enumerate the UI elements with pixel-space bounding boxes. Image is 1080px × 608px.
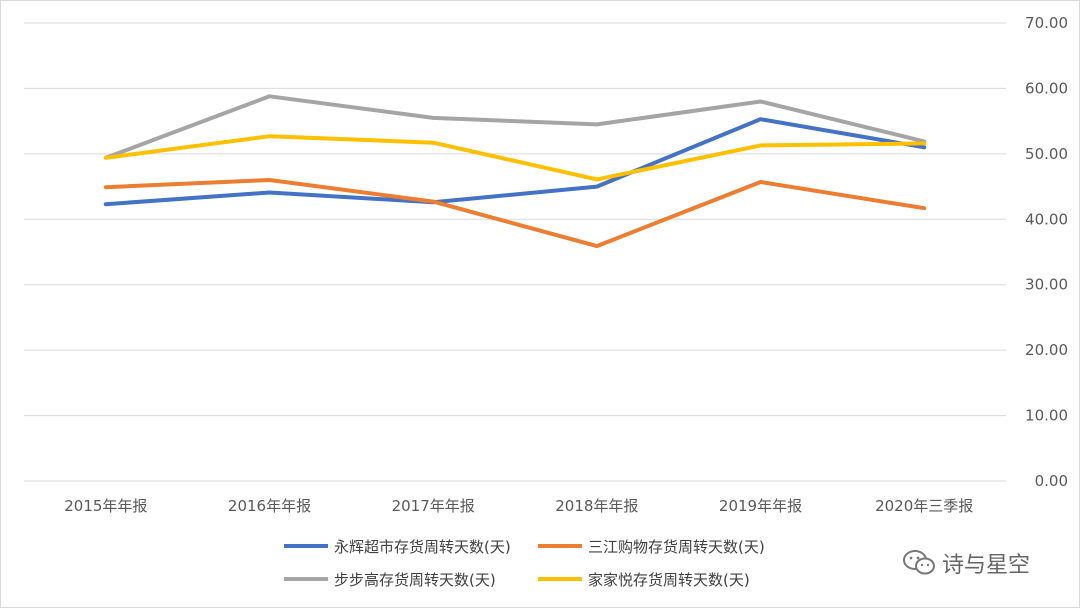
watermark: 诗与星空 (902, 548, 1030, 578)
watermark-text: 诗与星空 (942, 553, 1031, 578)
series-line-3 (103, 94, 927, 160)
x-tick-label: 2015年年报 (64, 497, 147, 515)
series-line-1 (103, 117, 927, 207)
y-tick-label: 70.00 (1025, 14, 1068, 32)
x-tick-label: 2019年年报 (719, 497, 802, 515)
series-lines (103, 94, 927, 249)
x-tick-label: 2018年年报 (555, 497, 638, 515)
gridlines (24, 22, 1006, 482)
legend-label: 永辉超市存货周转天数(天) (334, 538, 511, 556)
y-tick-label: 60.00 (1025, 79, 1068, 97)
x-axis-ticks: 2015年年报 2016年年报 2017年年报 2018年年报 2019年年报 2020年… (64, 497, 973, 515)
series-line-2 (103, 178, 927, 249)
x-tick-label: 2016年年报 (228, 497, 311, 515)
y-tick-label: 30.00 (1025, 276, 1068, 294)
legend: 永辉超市存货周转天数(天) 三江购物存货周转天数(天) 步步高存货周转天数(天) 家家… (284, 538, 765, 589)
y-tick-label: 20.00 (1025, 341, 1068, 359)
legend-label: 家家悦存货周转天数(天) (588, 571, 750, 589)
legend-label: 三江购物存货周转天数(天) (588, 538, 765, 556)
legend-label: 步步高存货周转天数(天) (334, 571, 496, 589)
y-tick-label: 50.00 (1025, 145, 1068, 163)
y-tick-label: 0.00 (1035, 472, 1068, 490)
wechat-icon (903, 550, 935, 575)
y-tick-label: 10.00 (1025, 407, 1068, 425)
y-tick-label: 40.00 (1025, 210, 1068, 228)
x-tick-label: 2017年年报 (392, 497, 475, 515)
x-tick-label: 2020年三季报 (875, 497, 973, 515)
y-axis-ticks: 0.00 10.00 20.00 30.00 40.00 50.00 60.00 70.00 (1025, 14, 1068, 490)
series-line-4 (103, 134, 927, 182)
